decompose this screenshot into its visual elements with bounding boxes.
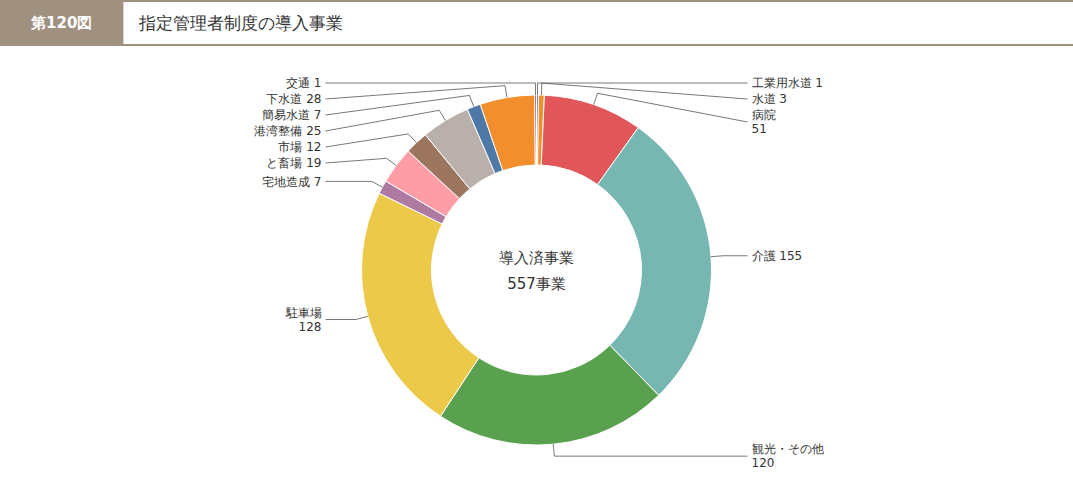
- slice-label-line: 128: [299, 320, 322, 334]
- slice-label-line: 宅地造成 7: [262, 175, 321, 189]
- slice-label-line: 病院: [752, 108, 776, 122]
- slice-label: 宅地造成 7: [262, 175, 321, 189]
- slice-label-line: 51: [752, 122, 767, 136]
- slice-label: と畜場 19: [266, 156, 321, 170]
- header-background: [0, 0, 1073, 46]
- center-text: 導入済事業: [499, 249, 574, 267]
- leader-line: [326, 316, 368, 319]
- title-background: [123, 2, 1073, 44]
- leader-line: [326, 86, 508, 99]
- slice: [535, 95, 537, 165]
- slice-label-line: 工業用水道 1: [752, 76, 823, 90]
- donut: [361, 95, 711, 445]
- leader-line: [326, 110, 446, 131]
- slice-label: 観光・その他120: [752, 442, 824, 470]
- slice-label: 港湾整備 25: [254, 124, 321, 138]
- leader-line: [326, 134, 417, 147]
- chart-svg: 第120図 指定管理者制度の導入事業導入済事業 557事業 工業用水道 1 水道 3 病院…: [0, 0, 1073, 494]
- slice-label-line: 水道 3: [752, 92, 787, 106]
- slice-label-line: 交通 1: [286, 76, 321, 90]
- texts: 導入済事業 557事業 工業用水道 1 水道 3 病院51 介護 155 観光・その他120…: [254, 76, 823, 470]
- slice: [480, 95, 535, 171]
- slice-label: 水道 3: [752, 92, 787, 106]
- leader-line: [326, 158, 397, 165]
- slice-label-line: 市場 12: [278, 140, 321, 154]
- slice-label: 市場 12: [278, 140, 321, 154]
- leader-line: [711, 255, 748, 257]
- slice-label: 駐車場128: [285, 306, 322, 334]
- slice-label-line: 港湾整備 25: [254, 124, 321, 138]
- leader-line: [326, 95, 474, 115]
- leader-line: [541, 83, 747, 99]
- slice-label-line: 下水道 28: [266, 92, 321, 106]
- slice-label-line: 介護 155: [752, 249, 803, 263]
- leader-line: [326, 83, 536, 95]
- center-text: 557事業: [507, 275, 566, 293]
- slice-label: 工業用水道 1: [752, 76, 823, 90]
- leader-line: [553, 444, 747, 456]
- slice: [361, 193, 478, 416]
- slice-label: 交通 1: [286, 76, 321, 90]
- slice-label: 病院51: [752, 108, 776, 136]
- slice-label-line: 駐車場: [285, 306, 322, 320]
- slice-label: 介護 155: [752, 249, 803, 263]
- slice-label-line: 簡易水道 7: [262, 108, 321, 122]
- leader-line: [326, 181, 383, 187]
- header: 第120図 指定管理者制度の導入事業: [0, 0, 1073, 46]
- slice-label: 下水道 28: [266, 92, 321, 106]
- figure-label: 第120図: [30, 14, 92, 32]
- slice-label-line: 観光・その他: [752, 442, 824, 456]
- slice-label-line: 120: [752, 456, 775, 470]
- slice-label-line: と畜場 19: [266, 156, 321, 170]
- chart-title: 指定管理者制度の導入事業: [138, 13, 343, 33]
- slice-label: 簡易水道 7: [262, 108, 321, 122]
- leader-line: [594, 93, 748, 122]
